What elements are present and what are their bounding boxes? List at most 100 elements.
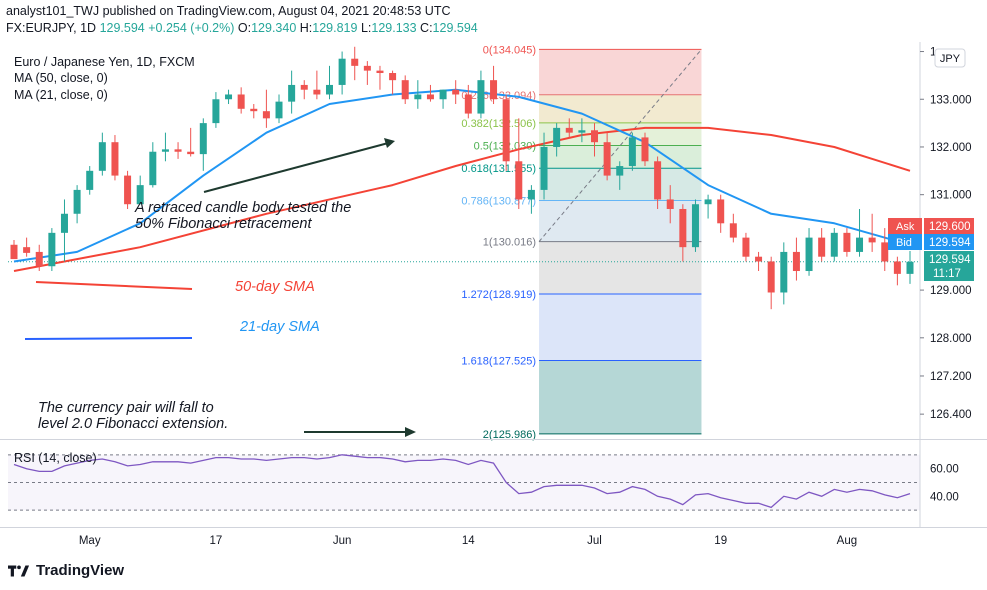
price-tick-label: 131.000	[930, 190, 972, 202]
candle-body	[10, 244, 18, 260]
bid-tag-value: 129.594	[929, 237, 971, 249]
open-label: O:	[237, 21, 252, 35]
candle-body	[527, 189, 535, 200]
candle-body	[23, 247, 31, 253]
sma50-legend-line	[35, 281, 193, 290]
time-tick-label: 14	[462, 535, 475, 547]
candle-body	[111, 142, 119, 176]
fib-zone	[539, 360, 702, 434]
time-tick-label: Aug	[837, 535, 857, 547]
candle-body	[237, 94, 245, 109]
legend-rsi: RSI (14, close)	[14, 451, 97, 465]
fall-arrow-head	[405, 427, 416, 437]
candle-body	[868, 237, 876, 243]
low-label: L:	[360, 21, 372, 35]
time-tick-label: Jun	[333, 535, 352, 547]
candle-body	[414, 94, 422, 100]
candle-body	[250, 108, 258, 112]
fib-level-label: 0.618(131.555)	[461, 163, 536, 175]
publisher-line: analyst101_TWJ published on TradingView.…	[6, 4, 451, 18]
rsi-line	[13, 454, 911, 509]
candle-body	[187, 151, 195, 155]
candle-body	[86, 170, 94, 190]
candle-body	[389, 73, 397, 81]
candle-body	[376, 70, 384, 74]
candle-body	[603, 142, 611, 176]
retrace-annotation-line2: 50% Fibonacci retracement	[135, 216, 312, 232]
candle-body	[540, 146, 548, 190]
candle-body	[225, 94, 233, 100]
close-value: 129.594	[432, 21, 478, 35]
time-tick-label: 19	[714, 535, 727, 547]
candle-body	[666, 199, 674, 209]
candle-body	[452, 89, 460, 95]
candle-body	[830, 232, 838, 257]
ma21-line	[13, 88, 911, 263]
candle-body	[502, 99, 510, 162]
candle-body	[325, 84, 333, 95]
fib-level-label: 1(130.016)	[483, 237, 536, 249]
ask-tag-value-bg	[924, 218, 974, 234]
sma50-annotation: 50-day SMA	[235, 279, 315, 295]
ask-tag-label-bg	[888, 218, 922, 234]
candle-body	[426, 94, 434, 100]
fib-level-label: 0(134.045)	[483, 44, 536, 56]
change-value: +0.254 (+0.2%)	[148, 21, 235, 35]
fall-annotation-line1: The currency pair will fall to	[38, 400, 214, 416]
chart-header: analyst101_TWJ published on TradingView.…	[6, 3, 986, 37]
candle-body	[136, 185, 144, 205]
candle-body	[691, 204, 699, 248]
last-price: 129.594	[99, 21, 145, 35]
candle-body	[124, 175, 132, 205]
sma21-legend-line	[24, 337, 193, 340]
candle-body	[363, 65, 371, 71]
bid-tag-label: Bid	[896, 237, 912, 249]
candle-body	[275, 101, 283, 119]
candle-body	[616, 166, 624, 176]
candle-body	[755, 256, 763, 262]
candle-body	[149, 151, 157, 186]
price-tick-label: 132.000	[930, 142, 972, 154]
fib-zone	[539, 241, 702, 294]
candle-body	[843, 232, 851, 252]
candle-body	[792, 251, 800, 272]
fib-zone	[539, 122, 702, 146]
last-tag-value: 129.594	[929, 254, 971, 266]
close-label: C:	[420, 21, 433, 35]
ask-tag-label: Ask	[896, 221, 915, 233]
price-tick-label: 126.400	[930, 409, 972, 421]
high-value: 129.819	[312, 21, 358, 35]
candle-body	[35, 251, 43, 267]
price-tick-label: 128.000	[930, 333, 972, 345]
candle-body	[300, 84, 308, 90]
candle-body	[313, 89, 321, 95]
last-tag-bg	[924, 251, 974, 281]
candle-body	[161, 149, 169, 152]
tradingview-footer[interactable]: TradingView	[8, 562, 124, 579]
candle-body	[439, 89, 447, 100]
candle-body	[856, 237, 864, 252]
candle-body	[98, 142, 106, 171]
open-value: 129.340	[251, 21, 297, 35]
retrace-arrow-shaft	[203, 141, 393, 193]
candle-body	[717, 199, 725, 224]
candle-body	[48, 232, 56, 267]
currency-button[interactable]	[934, 48, 966, 68]
retrace-annotation-line1: A retraced candle body tested the	[134, 200, 351, 216]
candle-body	[199, 123, 207, 155]
rsi-tick-label: 60.00	[930, 464, 959, 476]
candle-body	[906, 261, 914, 274]
candle-body	[401, 80, 409, 100]
symbol-label: FX:EURJPY, 1D	[6, 21, 97, 35]
price-chart[interactable]: 0(134.045)0.236(133.094)0.382(132.506)0.…	[0, 0, 987, 560]
legend-title: Euro / Japanese Yen, 1D, FXCM	[14, 55, 195, 69]
fib-level-label: 0.382(132.506)	[461, 118, 536, 130]
candle-body	[174, 149, 182, 152]
legend-ma50: MA (50, close, 0)	[14, 71, 108, 85]
price-tick-label-top: 1	[930, 47, 936, 59]
brand-name: TradingView	[36, 562, 125, 579]
fall-annotation-line2: level 2.0 Fibonacci extension.	[38, 416, 228, 432]
bid-tag-value-bg	[924, 234, 974, 250]
fib-level-label: 1.618(127.525)	[461, 355, 536, 367]
time-tick-label: 17	[210, 535, 223, 547]
